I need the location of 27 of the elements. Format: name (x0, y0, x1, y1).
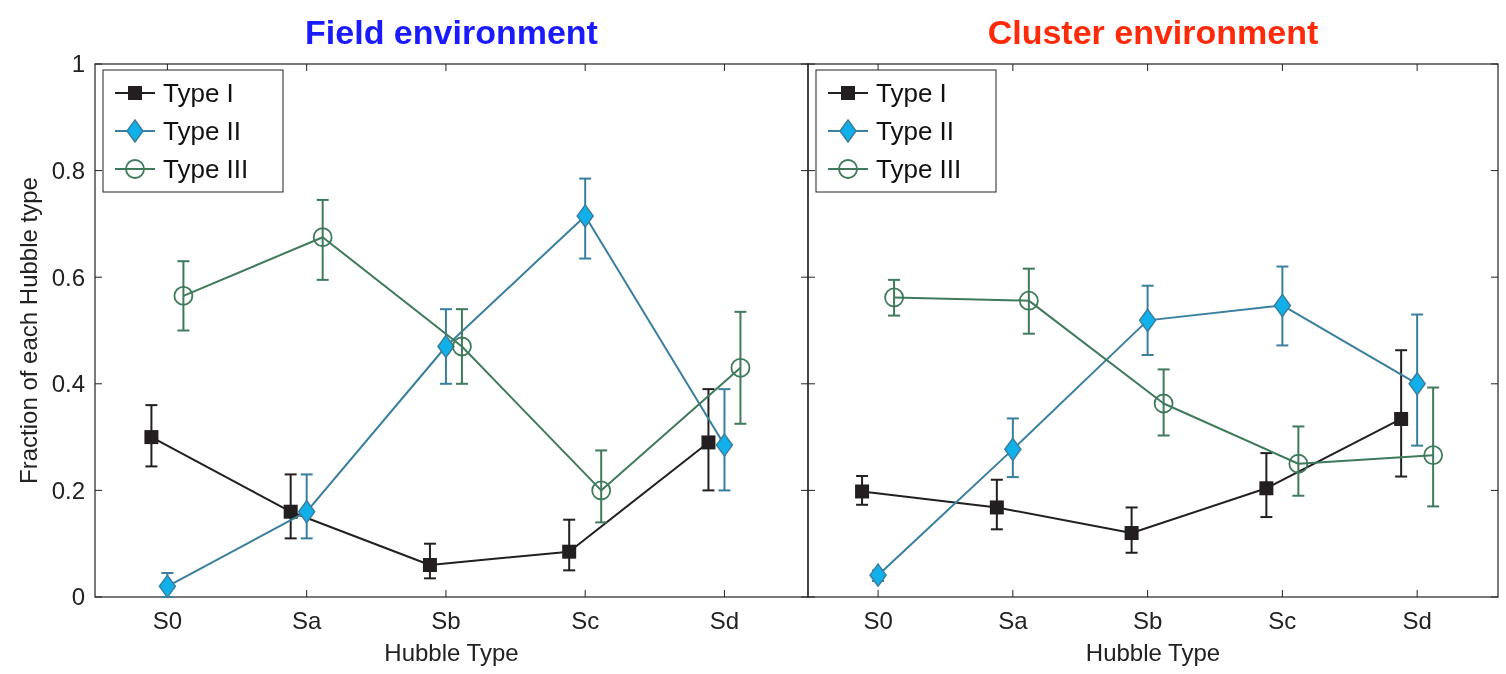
x-tick-label: Sc (1268, 607, 1297, 634)
x-tick-label: Sb (1132, 607, 1163, 634)
y-tick-label: 0.2 (51, 476, 85, 504)
x-tick-label: Sa (998, 607, 1029, 634)
x-tick-label: Sb (431, 607, 461, 634)
x-tick-label: S0 (152, 607, 183, 634)
chart-title: Field environment (305, 13, 598, 51)
x-tick-label: Sd (709, 607, 740, 634)
x-tick-label: Sd (1402, 607, 1432, 634)
y-tick-label: 0.8 (51, 157, 85, 184)
legend-label: Type III (163, 154, 249, 185)
legend-label: Type III (876, 154, 962, 185)
y-tick-label: 0.6 (51, 263, 85, 291)
x-tick-label: Sc (571, 607, 600, 634)
legend-label: Type II (876, 116, 955, 147)
x-axis-title: Hubble Type (384, 639, 519, 666)
legend-label: Type I (876, 78, 947, 109)
legend-label: Type II (163, 116, 242, 147)
x-tick-label: S0 (863, 607, 893, 634)
x-tick-label: Sa (291, 607, 322, 634)
y-axis-title: Fraction of each Hubble type (15, 177, 42, 484)
y-tick-label: 1 (71, 50, 85, 78)
x-axis-title: Hubble Type (1085, 639, 1221, 666)
y-tick-label: 0 (71, 583, 85, 611)
chart-title: Cluster environment (987, 13, 1319, 51)
legend-label: Type I (163, 78, 234, 109)
y-tick-label: 0.4 (51, 370, 85, 398)
